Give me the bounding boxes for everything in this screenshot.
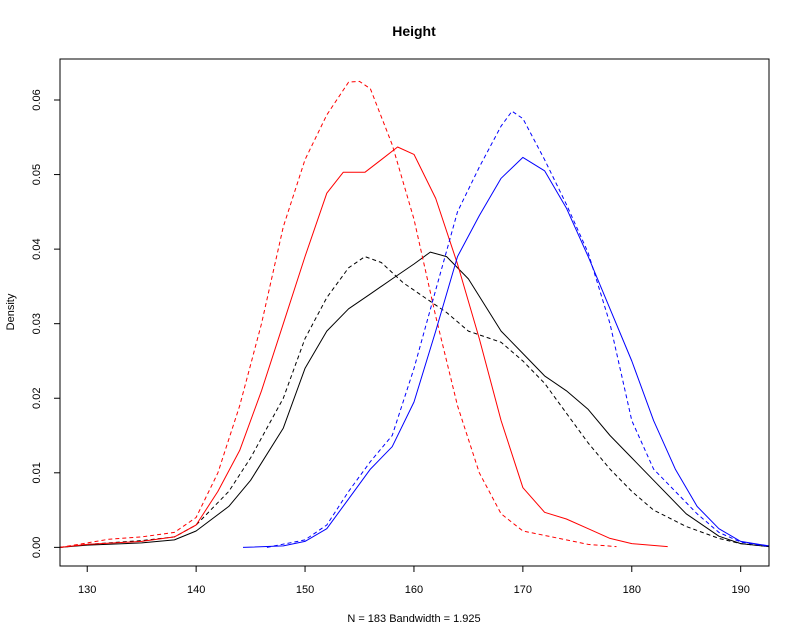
x-tick-label: 130 [78, 584, 96, 596]
y-tick-label: 0.06 [31, 89, 43, 110]
x-axis-label: N = 183 Bandwidth = 1.925 [347, 613, 480, 625]
x-axis: 130 140 150 160 170 180 190 [78, 566, 750, 596]
y-tick-label: 0.04 [31, 238, 43, 259]
density-curve-3 [59, 146, 668, 548]
density-curve-1 [59, 251, 770, 548]
density-curve-6 [266, 110, 770, 548]
y-tick-label: 0.05 [31, 164, 43, 185]
x-tick-label: 190 [732, 584, 750, 596]
density-curve-2 [59, 256, 770, 548]
y-tick-label: 0.03 [31, 313, 43, 334]
chart-title: Height [392, 23, 436, 39]
x-tick-label: 170 [514, 584, 532, 596]
x-tick-label: 150 [296, 584, 314, 596]
y-axis: 0.00 0.01 0.02 0.03 0.04 0.05 0.06 [31, 89, 60, 558]
x-tick-label: 180 [623, 584, 641, 596]
y-tick-label: 0.02 [31, 388, 43, 409]
x-tick-label: 160 [405, 584, 423, 596]
density-curves [59, 80, 770, 548]
y-tick-label: 0.01 [31, 462, 43, 483]
x-tick-label: 140 [187, 584, 205, 596]
density-curve-4 [59, 80, 617, 548]
y-axis-label: Density [5, 293, 17, 330]
plot-box [59, 58, 770, 567]
y-tick-label: 0.00 [31, 537, 43, 558]
density-curve-5 [242, 156, 770, 548]
